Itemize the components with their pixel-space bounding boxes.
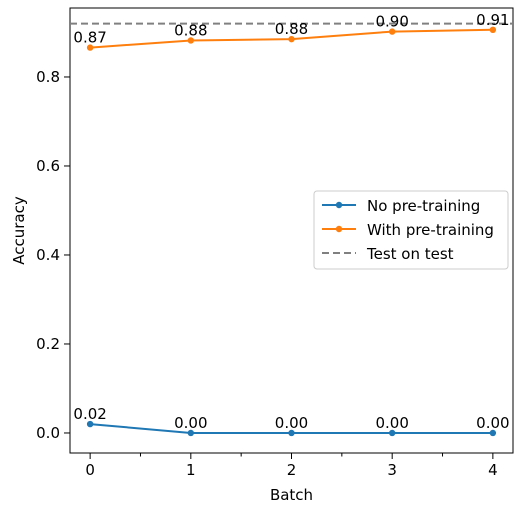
data-label-no-pre-training: 0.00 (476, 414, 509, 432)
legend-label-test-on-test: Test on test (366, 245, 454, 263)
legend-label-no-pre-training: No pre-training (367, 197, 480, 215)
data-label-no-pre-training: 0.00 (375, 414, 408, 432)
x-tick-label: 2 (287, 461, 297, 479)
legend-marker-with-pre-training (335, 225, 343, 233)
x-tick-label: 3 (387, 461, 397, 479)
data-point-no-pre-training (388, 429, 396, 437)
legend-marker-no-pre-training (335, 201, 343, 209)
data-label-no-pre-training: 0.00 (275, 414, 308, 432)
data-label-with-pre-training: 0.90 (375, 13, 408, 31)
y-tick-label: 0.0 (36, 424, 60, 442)
x-tick-label: 0 (85, 461, 95, 479)
y-axis-label: Accuracy (10, 196, 28, 265)
data-label-no-pre-training: 0.00 (174, 414, 207, 432)
data-point-no-pre-training (187, 429, 195, 437)
series-group: 0.02 0.00 0.00 0.00 0.00 0.87 0.88 0.88 0.90 0.91 (73, 11, 510, 437)
data-point-with-pre-training (288, 35, 295, 43)
data-point-with-pre-training (489, 26, 497, 34)
x-axis-label: Batch (270, 486, 313, 504)
data-label-with-pre-training: 0.87 (73, 29, 106, 47)
legend: No pre-training With pre-training Test o… (313, 190, 509, 270)
x-axis-ticks: 0 1 2 3 4 (85, 453, 498, 479)
data-point-with-pre-training (86, 44, 94, 51)
x-tick-label: 1 (186, 461, 196, 479)
data-point-with-pre-training (388, 28, 396, 35)
data-label-no-pre-training: 0.02 (73, 405, 106, 423)
y-axis-ticks: 0.0 0.2 0.4 0.6 0.8 (36, 68, 70, 442)
legend-label-with-pre-training: With pre-training (367, 221, 494, 239)
data-label-with-pre-training: 0.88 (275, 20, 308, 38)
x-tick-label: 4 (488, 461, 498, 479)
data-point-no-pre-training (489, 429, 497, 437)
y-tick-label: 0.4 (36, 246, 60, 264)
y-tick-label: 0.6 (36, 157, 60, 175)
y-tick-label: 0.2 (36, 335, 60, 353)
data-point-no-pre-training (86, 420, 94, 428)
data-label-with-pre-training: 0.88 (174, 21, 207, 39)
data-label-with-pre-training: 0.91 (476, 11, 509, 29)
y-tick-label: 0.8 (36, 68, 60, 86)
legend-frame (313, 190, 509, 270)
data-point-with-pre-training (187, 37, 195, 44)
data-point-no-pre-training (288, 429, 295, 437)
